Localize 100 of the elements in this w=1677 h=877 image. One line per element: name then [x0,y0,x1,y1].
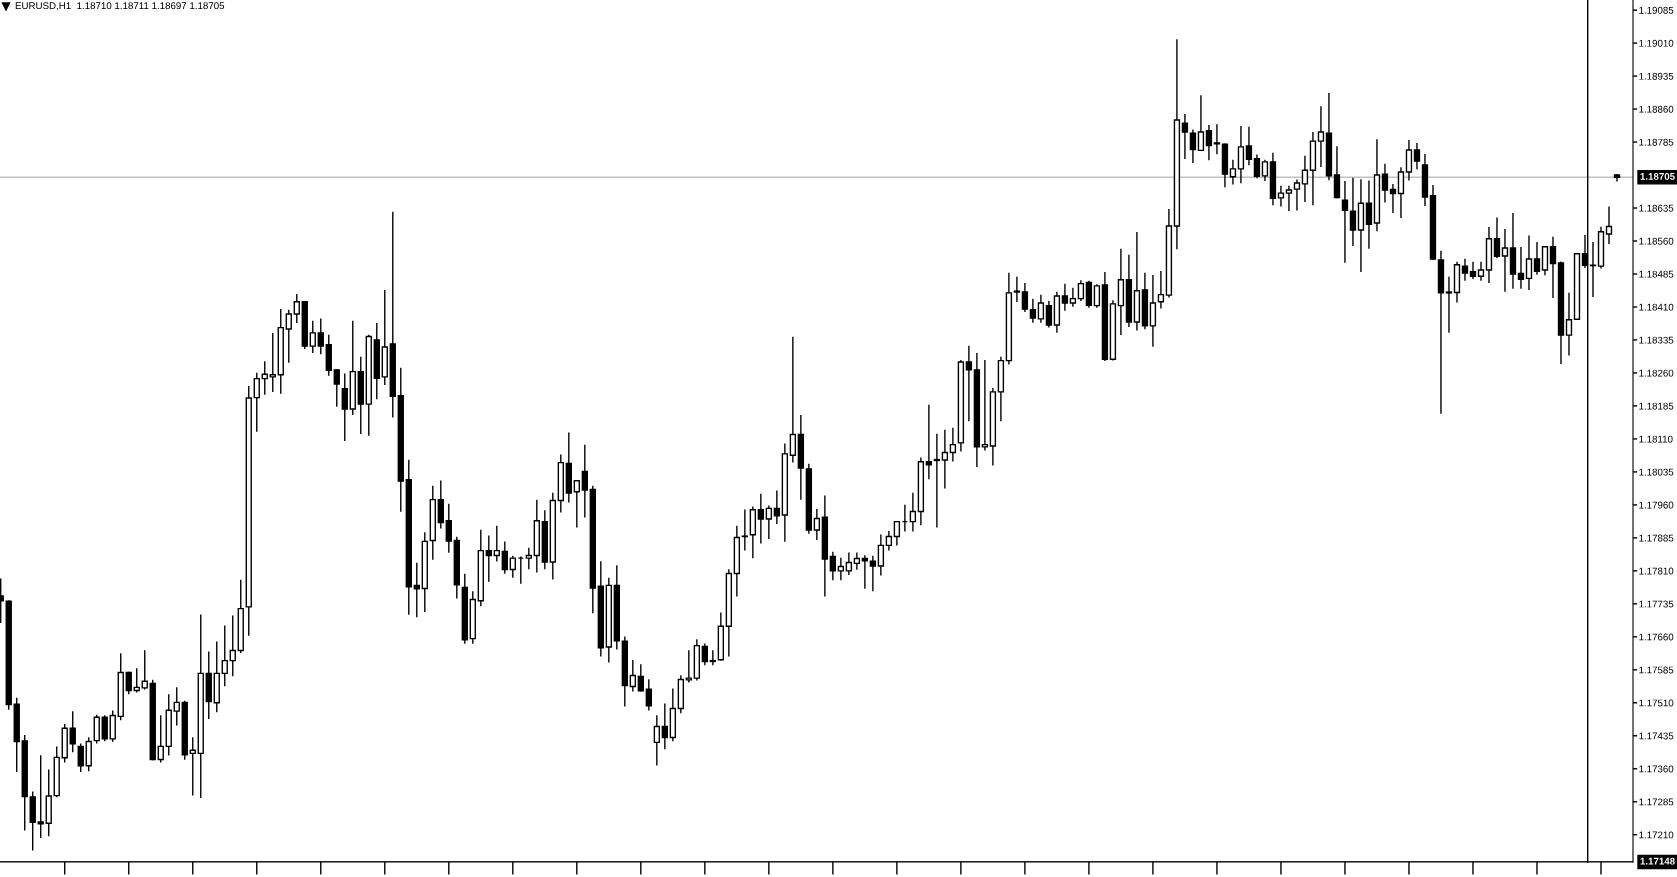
y-tick-label: 1.18860 [1639,105,1674,113]
candlestick [1085,280,1093,308]
candlestick [845,552,853,576]
ref-line-label: 1.18705 [1640,172,1675,180]
y-tick-label: 1.17960 [1639,501,1674,509]
candlestick [1061,283,1069,311]
candlestick [1213,124,1221,155]
candlestick [501,541,508,574]
candlestick [1477,261,1485,281]
candlestick [909,492,917,532]
candlestick [493,525,500,562]
candlestick [773,490,781,525]
candlestick [1525,235,1533,291]
candlestick [1445,276,1453,333]
candlestick [789,336,797,463]
y-tick-label: 1.18335 [1639,336,1674,344]
candlestick [685,650,693,683]
y-tick-label: 1.18785 [1639,138,1674,146]
candlestick [1541,246,1549,276]
candlestick [1333,146,1341,199]
candlestick [1365,180,1373,249]
y-tick-label: 1.17660 [1639,633,1674,641]
candlestick [1317,106,1325,167]
candlestick [933,433,941,528]
candlestick [653,715,661,766]
candlestick [101,715,108,742]
candlestick [885,531,893,551]
candlestick [1197,95,1205,152]
candlestick [1181,114,1189,160]
candlestick [525,547,532,570]
y-tick-label: 1.17435 [1639,732,1674,740]
candlestick [1293,179,1301,211]
candlestick [269,333,276,393]
candlestick [317,318,324,355]
candlestick [941,429,949,489]
y-tick-label: 1.18560 [1639,237,1674,245]
candlestick [1229,159,1237,185]
candlestick [1461,258,1469,281]
candlestick [229,615,236,677]
candlestick [1501,228,1509,292]
candlestick [1381,163,1389,203]
candlestick [869,555,877,592]
y-tick-label: 1.17585 [1639,666,1674,674]
candlestick [333,369,340,407]
candlestick [125,671,132,695]
candlestick [109,710,116,742]
candlestick [1549,236,1557,298]
candlestick [1565,292,1573,356]
y-tick-label: 1.17510 [1639,699,1674,707]
candlestick [757,493,765,544]
candlestick [37,755,44,839]
candlestick [1493,217,1501,258]
candlestick [1469,261,1477,280]
candlestick [445,503,452,553]
y-tick-label: 1.17210 [1639,831,1674,839]
candlestick [965,345,973,422]
candlestick [157,715,164,763]
candlestick [69,711,76,753]
candlestick [1157,271,1165,309]
candlestick [581,444,588,518]
candlestick [437,480,444,529]
candlestick [173,687,180,726]
candlestick [661,703,669,750]
candlestick [189,737,196,796]
candlestick [1285,185,1293,211]
candlestick [1349,177,1357,247]
y-tick-label: 1.18035 [1639,468,1674,476]
candlestick [1389,184,1397,214]
y-tick-label: 1.18110 [1639,435,1673,443]
candlestick [925,404,933,480]
candlestick [141,650,148,690]
candlestick [893,520,901,546]
candlestick [1189,129,1197,163]
candlestick [837,557,845,581]
candlestick [1093,284,1101,308]
y-tick-label: 1.18485 [1639,270,1674,278]
ref-line-label: 1.17148 [1640,857,1675,865]
candlestick [221,625,228,687]
y-tick-label: 1.17810 [1639,567,1674,575]
candlestick [1029,298,1037,323]
candlestick [949,427,957,462]
candlestick [981,359,989,451]
candlestick [1517,246,1525,289]
candlestick [1277,185,1285,207]
y-tick-label: 1.18635 [1639,204,1674,212]
candlestick [765,505,773,540]
candlestick [285,309,292,363]
candlestick [629,659,637,692]
candlestick [413,562,420,618]
candlestick [1341,180,1349,263]
candlestick [1013,276,1021,302]
candlestick [253,372,260,432]
candlestick [813,509,821,540]
candlestick [1069,287,1077,307]
candlestick [1261,159,1269,182]
candlestick [509,555,516,578]
candlestick [829,551,837,581]
y-tick-label: 1.17735 [1639,600,1674,608]
candlestick [1149,275,1157,347]
y-tick-label: 1.18410 [1639,303,1674,311]
